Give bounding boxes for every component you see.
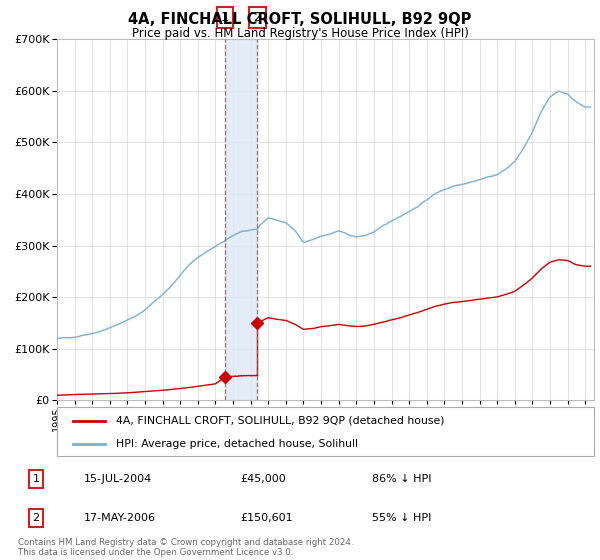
Text: £150,601: £150,601 — [240, 513, 293, 523]
Text: HPI: Average price, detached house, Solihull: HPI: Average price, detached house, Soli… — [116, 439, 358, 449]
Text: 17-MAY-2006: 17-MAY-2006 — [84, 513, 156, 523]
Text: £45,000: £45,000 — [240, 474, 286, 484]
Text: 86% ↓ HPI: 86% ↓ HPI — [372, 474, 431, 484]
Text: 15-JUL-2004: 15-JUL-2004 — [84, 474, 152, 484]
Text: 55% ↓ HPI: 55% ↓ HPI — [372, 513, 431, 523]
Text: 4A, FINCHALL CROFT, SOLIHULL, B92 9QP (detached house): 4A, FINCHALL CROFT, SOLIHULL, B92 9QP (d… — [116, 416, 445, 426]
Text: 1: 1 — [221, 11, 229, 24]
Text: 2: 2 — [32, 513, 40, 523]
Text: Contains HM Land Registry data © Crown copyright and database right 2024.
This d: Contains HM Land Registry data © Crown c… — [18, 538, 353, 557]
Text: Price paid vs. HM Land Registry's House Price Index (HPI): Price paid vs. HM Land Registry's House … — [131, 27, 469, 40]
FancyBboxPatch shape — [57, 407, 594, 456]
Text: 4A, FINCHALL CROFT, SOLIHULL, B92 9QP: 4A, FINCHALL CROFT, SOLIHULL, B92 9QP — [128, 12, 472, 27]
Bar — [225, 39, 257, 400]
Text: 2: 2 — [253, 11, 262, 24]
Text: 1: 1 — [32, 474, 40, 484]
